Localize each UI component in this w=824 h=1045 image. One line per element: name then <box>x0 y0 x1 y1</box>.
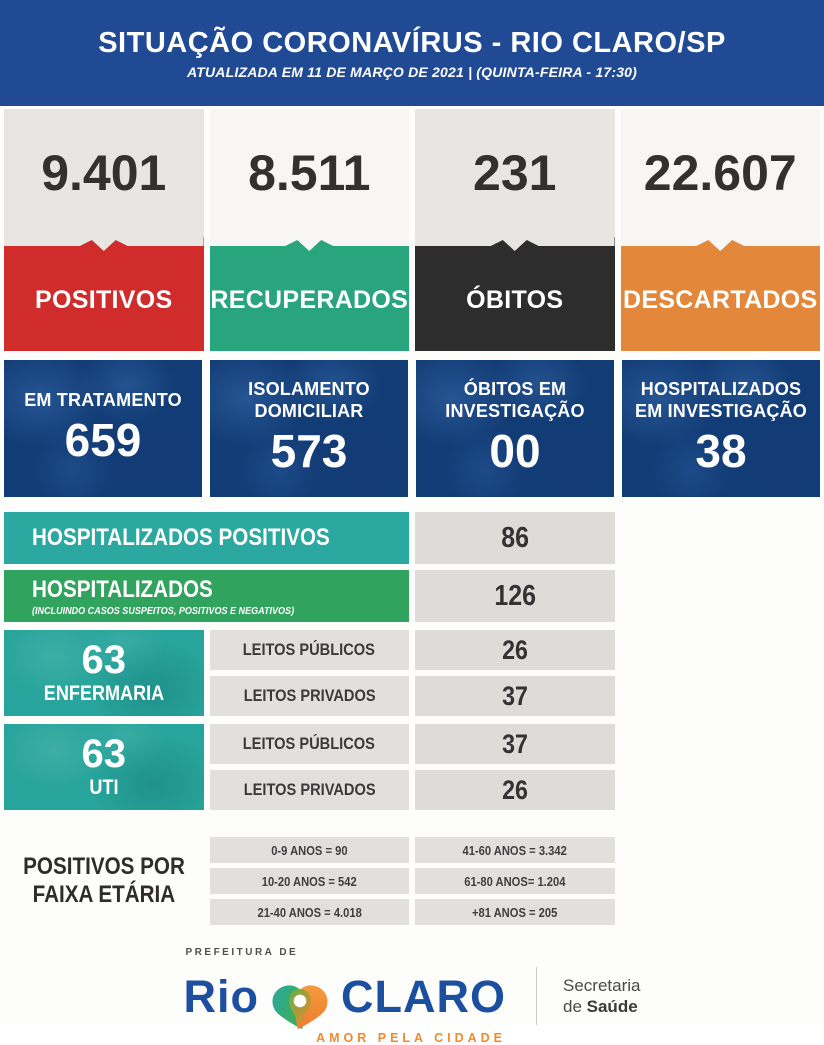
footer-divider <box>536 967 537 1025</box>
positivos-count: 9.401 <box>4 109 204 237</box>
card-descartados: 22.607 DESCARTADOS <box>620 109 820 351</box>
hospitalizados-positivos-label: HOSPITALIZADOS POSITIVOS <box>32 524 330 551</box>
uti-privados-label: LEITOS PRIVADOS <box>209 770 409 810</box>
uti-total: 63 <box>81 732 127 776</box>
age-cell-0-9: 0-9 ANOS = 90 <box>209 837 409 863</box>
age-cell-61-80: 61-80 ANOS= 1.204 <box>415 868 615 894</box>
updated-timestamp: ATUALIZADA EM 11 DE MARÇO DE 2021 | (QUI… <box>186 63 638 80</box>
summary-cards-row: 9.401 POSITIVOS 8.511 RECUPERADOS 231 ÓB… <box>4 109 820 351</box>
isolamento-count: 573 <box>270 425 348 478</box>
uti-publicos-value: 37 <box>415 724 615 764</box>
obitos-investigacao-count: 00 <box>489 425 541 478</box>
age-cell-21-40: 21-40 ANOS = 4.018 <box>209 899 409 925</box>
uti-total-block: 63 UTI <box>4 724 204 810</box>
card-isolamento: ISOLAMENTO DOMICILIAR 573 <box>210 360 408 497</box>
header-banner: SITUAÇÃO CORONAVÍRUS - RIO CLARO/SP ATUA… <box>0 0 824 106</box>
hospitalizados-positivos-value: 86 <box>415 512 615 564</box>
age-cell-81plus: +81 ANOS = 205 <box>415 899 615 925</box>
prefeitura-pretitle: PREFEITURA DE <box>185 947 299 958</box>
card-positivos: 9.401 POSITIVOS <box>4 109 204 351</box>
hospitalizados-total-sublabel: (INCLUINDO CASOS SUSPEITOS, POSITIVOS E … <box>32 604 295 617</box>
card-obitos-investigacao: ÓBITOS EM INVESTIGAÇÃO 00 <box>416 360 614 497</box>
age-distribution-section: POSITIVOS POR FAIXA ETÁRIA 0-9 ANOS = 90… <box>4 837 820 925</box>
enfermaria-total: 63 <box>81 638 127 682</box>
descartados-count: 22.607 <box>620 109 820 237</box>
city-logo: PREFEITURA DE Rio <box>184 947 506 1045</box>
page-title: SITUAÇÃO CORONAVÍRUS - RIO CLARO/SP <box>98 26 726 59</box>
enfermaria-name: ENFERMARIA <box>43 682 164 705</box>
enfermaria-privados-label: LEITOS PRIVADOS <box>209 676 409 716</box>
card-obitos: 231 ÓBITOS <box>415 109 615 351</box>
recuperados-label: RECUPERADOS <box>209 237 409 351</box>
em-tratamento-label: EM TRATAMENTO <box>24 389 182 410</box>
hospitalized-bars: HOSPITALIZADOS POSITIVOS 86 HOSPITALIZAD… <box>4 512 820 622</box>
covid-dashboard: SITUAÇÃO CORONAVÍRUS - RIO CLARO/SP ATUA… <box>0 0 824 1024</box>
heart-pin-logo-icon <box>272 985 328 1030</box>
obitos-label: ÓBITOS <box>415 237 615 351</box>
footer: PREFEITURA DE Rio <box>0 947 824 1045</box>
hospitalizados-total-label: HOSPITALIZADOS <box>32 575 213 603</box>
brand-tagline: AMOR PELA CIDADE <box>316 1031 506 1045</box>
hospitalizados-total-bar: HOSPITALIZADOS (INCLUINDO CASOS SUSPEITO… <box>4 570 409 622</box>
positivos-label: POSITIVOS <box>4 237 204 351</box>
brand-rio: Rio <box>183 970 260 1022</box>
age-cell-10-20: 10-20 ANOS = 542 <box>209 868 409 894</box>
obitos-investigacao-label: ÓBITOS EM INVESTIGAÇÃO <box>445 378 585 421</box>
enfermaria-privados-value: 37 <box>415 676 615 716</box>
hospitalizados-investigacao-label: HOSPITALIZADOS EM INVESTIGAÇÃO <box>634 378 807 421</box>
uti-publicos-label: LEITOS PÚBLICOS <box>209 724 409 764</box>
age-cell-41-60: 41-60 ANOS = 3.342 <box>415 837 615 863</box>
uti-name: UTI <box>89 776 119 799</box>
descartados-label: DESCARTADOS <box>620 237 820 351</box>
card-em-tratamento: EM TRATAMENTO 659 <box>4 360 202 497</box>
isolamento-label: ISOLAMENTO DOMICILIAR <box>248 378 370 421</box>
uti-privados-value: 26 <box>415 770 615 810</box>
investigation-cards-row: EM TRATAMENTO 659 ISOLAMENTO DOMICILIAR … <box>4 360 820 497</box>
uti-section: 63 UTI LEITOS PÚBLICOS 37 LEITOS PRIVADO… <box>4 724 820 810</box>
hospitalizados-total-value: 126 <box>415 570 615 622</box>
card-hospitalizados-investigacao: HOSPITALIZADOS EM INVESTIGAÇÃO 38 <box>622 360 820 497</box>
recuperados-count: 8.511 <box>209 109 409 237</box>
hospitalizados-investigacao-count: 38 <box>695 425 747 478</box>
enfermaria-total-block: 63 ENFERMARIA <box>4 630 204 716</box>
em-tratamento-count: 659 <box>64 414 142 467</box>
enfermaria-publicos-value: 26 <box>415 630 615 670</box>
hospitalizados-positivos-bar: HOSPITALIZADOS POSITIVOS <box>4 512 409 564</box>
brand-claro: CLARO <box>341 970 506 1022</box>
enfermaria-section: 63 ENFERMARIA LEITOS PÚBLICOS 26 LEITOS … <box>4 630 820 716</box>
obitos-count: 231 <box>415 109 615 237</box>
age-section-title: POSITIVOS POR FAIXA ETÁRIA <box>22 853 185 908</box>
enfermaria-publicos-label: LEITOS PÚBLICOS <box>209 630 409 670</box>
card-recuperados: 8.511 RECUPERADOS <box>209 109 409 351</box>
secretaria-saude-label: Secretaria de Saúde <box>563 975 641 1016</box>
